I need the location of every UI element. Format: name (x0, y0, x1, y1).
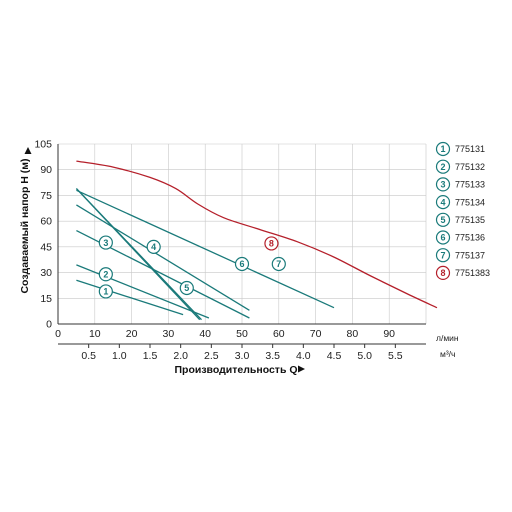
y-tick-label: 45 (40, 241, 52, 253)
x-tick-label-secondary: 5.0 (357, 350, 372, 362)
y-tick-label: 60 (40, 216, 52, 228)
x-tick-label-primary: 20 (126, 328, 138, 340)
series-line-8 (76, 160, 438, 309)
legend-series-name-7: 775137 (455, 250, 485, 260)
x-tick-label-primary: 80 (347, 328, 359, 340)
series-marker-label-2: 2 (103, 269, 108, 279)
legend-marker-circle-5 (435, 212, 451, 227)
series-markers: 1 2 3 4 5 6 78 (98, 235, 286, 299)
legend-series-name-1: 775131 (455, 144, 485, 154)
y-tick-label: 30 (40, 267, 52, 279)
series-marker-label-3: 3 (103, 238, 108, 248)
x-tick-label-secondary: 2.0 (173, 350, 188, 362)
series-marker-label-6: 6 (239, 259, 244, 269)
x-axis-arrow-icon (298, 365, 305, 373)
legend-series-name-8: 7751383 (455, 268, 490, 278)
series-marker-circle-5 (179, 280, 194, 296)
series-line-2 (76, 264, 210, 319)
series-marker-circle-2 (98, 267, 113, 282)
legend-marker-circle-7 (435, 248, 451, 263)
series-marker-circle-4 (146, 239, 161, 254)
legend-marker-label-6: 6 (440, 233, 445, 243)
x-tick-label-primary: 60 (273, 328, 285, 340)
x-tick-label-primary: 50 (236, 328, 248, 340)
legend-marker-circle-8 (435, 265, 451, 280)
legend-marker-label-5: 5 (440, 215, 445, 225)
legend-marker-label-1: 1 (440, 144, 445, 154)
legend-series-name-3: 775133 (455, 180, 485, 190)
x-axis-title: Производительность Q (174, 364, 297, 376)
x-tick-label-secondary: 2.5 (204, 350, 219, 362)
series-marker-label-8: 8 (269, 239, 274, 249)
series-line-7 (76, 189, 335, 309)
legend-marker-circle-6 (435, 230, 451, 245)
x-tick-label-secondary: 5.5 (388, 350, 403, 362)
legend-marker-label-4: 4 (440, 197, 445, 207)
series-line-6 (76, 204, 250, 311)
x-tick-label-secondary: 3.0 (235, 350, 250, 362)
x-tick-label-primary: 10 (89, 328, 101, 340)
y-tick-label: 90 (40, 164, 52, 176)
series-marker-label-1: 1 (103, 287, 108, 297)
x-tick-label-secondary: 4.0 (296, 350, 311, 362)
legend-series-name-6: 775136 (455, 233, 485, 243)
x-tick-label-primary: 70 (310, 328, 322, 340)
series-lines (75, 160, 438, 321)
legend-marker-label-3: 3 (440, 180, 445, 190)
legend-marker-circle-4 (435, 195, 451, 210)
series-marker-circle-1 (98, 284, 113, 299)
y-tick-label: 75 (40, 190, 52, 202)
x-unit-primary: л/мин (436, 333, 459, 343)
legend-marker-circle-2 (435, 159, 451, 174)
series-line-1 (76, 279, 184, 316)
y-tick-label: 105 (34, 139, 52, 151)
legend-marker-label-7: 7 (440, 250, 445, 260)
x-tick-label-primary: 0 (55, 328, 61, 340)
y-axis-title: Создаваемый напор H (м) (19, 158, 31, 293)
series-line-5 (75, 188, 201, 321)
legend-marker-circle-3 (435, 177, 451, 192)
y-axis-arrow-icon (24, 147, 32, 154)
y-tick-label: 15 (40, 293, 52, 305)
series-marker-circle-7 (271, 256, 286, 272)
legend: 1 775131 2 775132 3 775133 4 775134 5 775135 6 7751… (435, 141, 490, 280)
legend-series-name-4: 775134 (455, 197, 485, 207)
x-unit-secondary: м³/ч (440, 349, 455, 359)
series-marker-label-7: 7 (276, 259, 281, 269)
x-tick-label-primary: 30 (163, 328, 175, 340)
legend-marker-circle-1 (435, 141, 451, 157)
series-marker-label-4: 4 (151, 242, 156, 252)
series-marker-circle-6 (234, 256, 250, 272)
legend-marker-label-8: 8 (440, 268, 445, 278)
series-marker-label-5: 5 (184, 283, 189, 293)
series-marker-circle-8 (264, 236, 279, 251)
x-tick-label-primary: 40 (199, 328, 211, 340)
series-marker-circle-3 (98, 235, 113, 250)
x-tick-label-secondary: 4.5 (327, 350, 342, 362)
x-tick-label-secondary: 1.5 (143, 350, 158, 362)
grid-lines (57, 143, 427, 325)
legend-series-name-2: 775132 (455, 162, 485, 172)
legend-series-name-5: 775135 (455, 215, 485, 225)
x-tick-label-secondary: 1.0 (112, 350, 127, 362)
x-tick-label-secondary: 0.5 (81, 350, 96, 362)
y-tick-label: 0 (46, 319, 52, 331)
legend-marker-label-2: 2 (440, 162, 445, 172)
x-tick-label-secondary: 3.5 (265, 350, 280, 362)
x-tick-label-primary: 90 (383, 328, 395, 340)
